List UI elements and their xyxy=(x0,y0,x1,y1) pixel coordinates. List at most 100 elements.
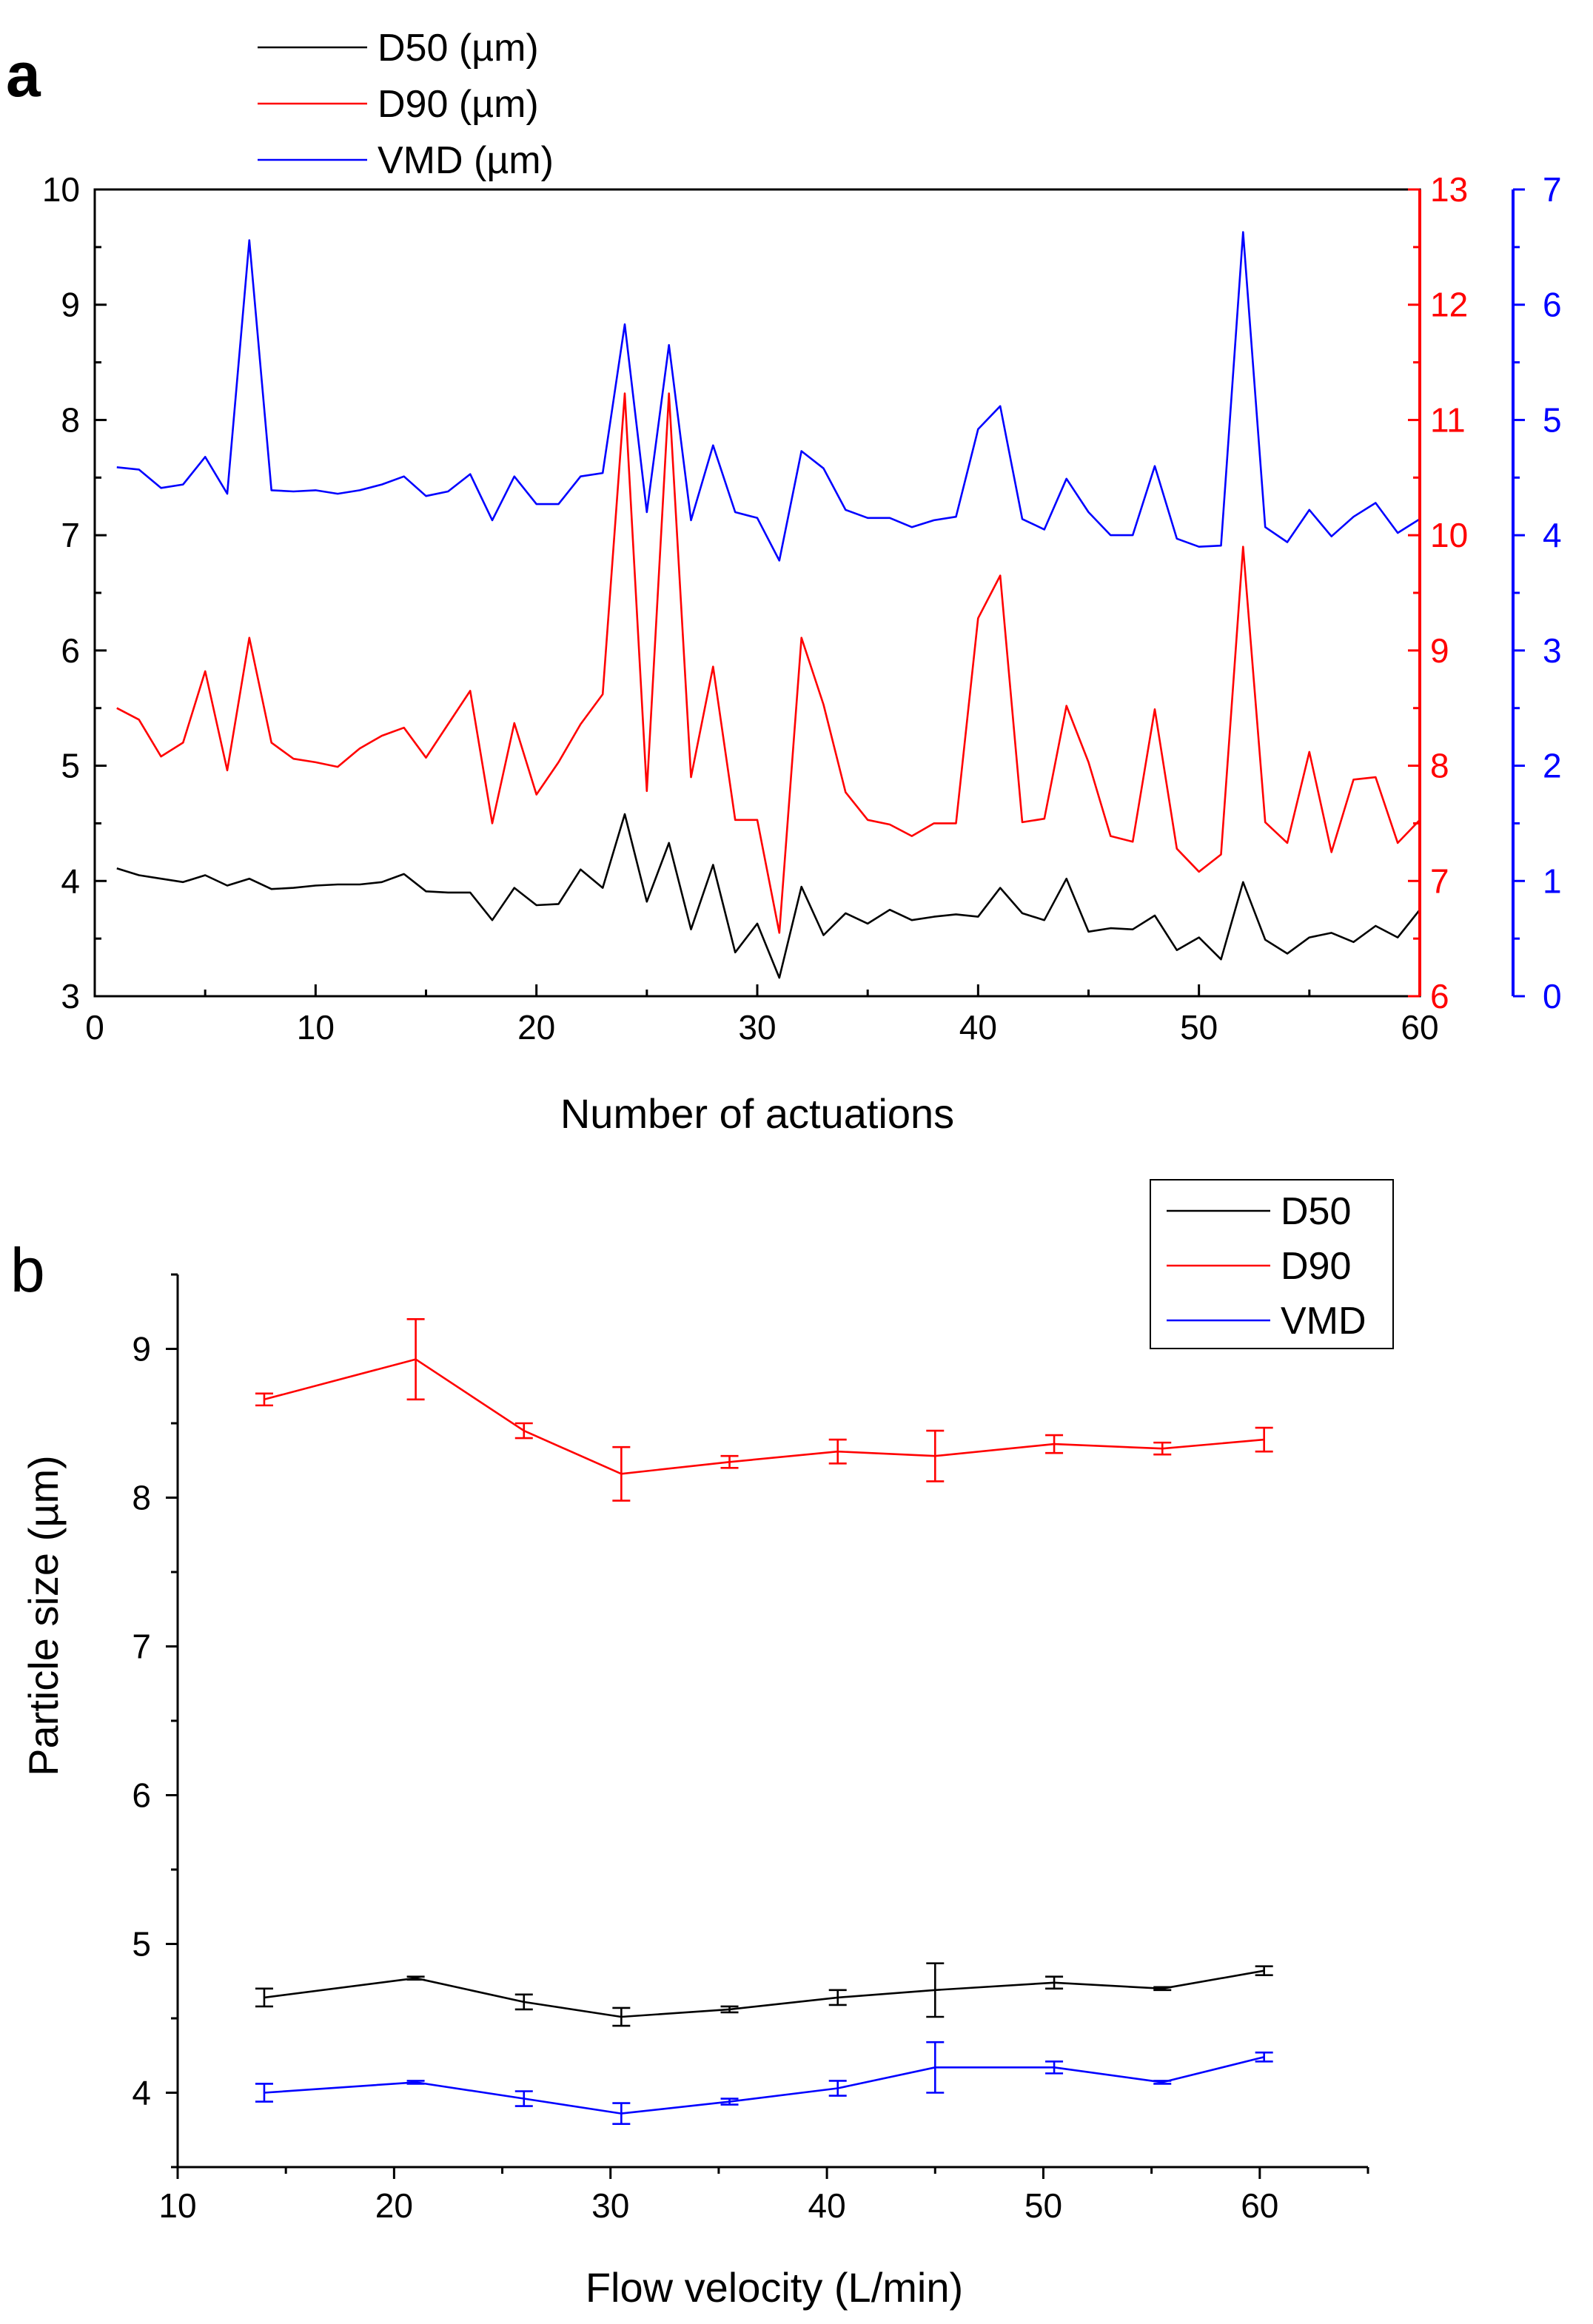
chart-a-x-tick-label: 10 xyxy=(297,1008,335,1047)
chart-b-errorbar-0-5 xyxy=(828,1989,847,2006)
chart-b-errorbar-1-2 xyxy=(514,1422,533,1440)
chart-a-y3-tick-label: 4 xyxy=(1543,516,1562,554)
chart-a-x-axis: 0 10 20 30 40 50 60 xyxy=(85,984,1439,1047)
chart-b-errorbar-1-4 xyxy=(720,1454,739,1469)
chart-a-y1-tick-label: 9 xyxy=(61,286,80,324)
chart-b-series-line-2 xyxy=(264,2056,1265,2115)
chart-b-legend-label-2: VMD xyxy=(1281,1300,1366,1343)
chart-b-y-label: Particle size (µm) xyxy=(20,1455,67,1776)
chart-a-y3-tick-label: 1 xyxy=(1543,862,1562,900)
chart-b-series-line-0 xyxy=(264,1969,1264,2018)
chart-a-legend-label-1: D90 (µm) xyxy=(378,83,539,126)
chart-b-errorbar-1-0 xyxy=(255,1392,273,1407)
chart-b-errorbar-2-5 xyxy=(828,2080,847,2097)
chart-a-series-line-0 xyxy=(116,813,1421,979)
chart-b-errorbar-2-2 xyxy=(514,2090,533,2107)
chart-b-errorbar-2-7 xyxy=(1045,2060,1064,2075)
chart-a-y3-tick-label: 2 xyxy=(1543,747,1562,785)
chart-a-y1-tick-label: 3 xyxy=(61,977,80,1015)
chart-a-y-axis-left: 3 4 5 6 7 8 9 10 xyxy=(42,170,107,1015)
chart-a-y1-tick-label: 10 xyxy=(42,170,80,209)
panel-letter-a: a xyxy=(6,40,41,110)
chart-b-legend: D50 D90 VMD xyxy=(1150,1179,1394,1349)
chart-a-y2-tick-label: 8 xyxy=(1430,747,1449,785)
chart-b-y-tick-label: 8 xyxy=(132,1479,151,1517)
chart-b-y-tick-label: 5 xyxy=(132,1925,151,1964)
chart-b-series xyxy=(255,1318,1273,2126)
chart-b-errorbar-1-5 xyxy=(828,1438,847,1465)
chart-b-errorbar-1-8 xyxy=(1153,1441,1172,1456)
chart-a-y3-tick-label: 6 xyxy=(1543,286,1562,324)
chart-b-legend-label-1: D90 xyxy=(1281,1245,1351,1288)
chart-a-y2-tick-label: 13 xyxy=(1430,170,1468,209)
chart-a-y2-tick-label: 12 xyxy=(1430,286,1468,324)
chart-a-y2-tick-label: 7 xyxy=(1430,862,1449,900)
panel-letter-b: b xyxy=(10,1235,45,1305)
chart-b-errorbar-1-7 xyxy=(1045,1434,1064,1454)
chart-a-y3-tick-label: 3 xyxy=(1543,631,1562,670)
chart-a-legend-label-0: D50 (µm) xyxy=(378,27,539,70)
chart-a-legend: D50 (µm) D90 (µm) VMD (µm) xyxy=(258,27,554,182)
chart-b-errorbar-0-9 xyxy=(1255,1965,1273,1977)
chart-b-errorbar-2-8 xyxy=(1153,2080,1172,2085)
chart-a-y1-tick-label: 5 xyxy=(61,747,80,785)
chart-b-legend-label-0: D50 xyxy=(1281,1190,1351,1233)
chart-a-y2-tick-label: 10 xyxy=(1430,516,1468,554)
chart-b-errorbar-1-1 xyxy=(406,1318,425,1401)
chart-b-errorbar-0-2 xyxy=(514,1993,533,2011)
chart-b-errorbar-1-9 xyxy=(1255,1426,1273,1453)
chart-b-errorbar-0-4 xyxy=(720,2005,739,2014)
chart-b-y-tick-label: 6 xyxy=(132,1776,151,1815)
chart-a-series-lines xyxy=(116,231,1421,979)
chart-a-y3-tick-label: 5 xyxy=(1543,400,1562,439)
chart-a-legend-label-2: VMD (µm) xyxy=(378,139,554,182)
chart-b-errorbar-0-1 xyxy=(406,1975,425,1981)
chart-b-x-tick-label: 30 xyxy=(591,2186,629,2225)
chart-a-x-tick-label: 30 xyxy=(738,1008,776,1047)
chart-a-series-line-2 xyxy=(116,231,1421,562)
chart-a-x-tick-label: 0 xyxy=(85,1008,104,1047)
chart-b-errorbar-0-6 xyxy=(926,1962,945,2018)
chart-a-y2-tick-label: 9 xyxy=(1430,631,1449,670)
chart-b-y-tick-label: 7 xyxy=(132,1628,151,1666)
chart-b-x-tick-label: 20 xyxy=(375,2186,413,2225)
chart-b-x-tick-label: 40 xyxy=(808,2186,846,2225)
chart-b-series-line-1 xyxy=(264,1358,1264,1475)
chart-a-y1-tick-label: 4 xyxy=(61,862,80,900)
chart-a-series-line-1 xyxy=(116,392,1421,934)
chart-a-x-label: Number of actuations xyxy=(560,1090,954,1137)
chart-a-x-tick-label: 20 xyxy=(517,1008,555,1047)
chart-a-x-tick-label: 50 xyxy=(1180,1008,1218,1047)
chart-b-x-tick-label: 60 xyxy=(1241,2186,1278,2225)
chart-a-y-axis-right-red: 6 7 8 9 10 11 12 13 xyxy=(1408,170,1468,1015)
chart-b-y-tick-label: 4 xyxy=(132,2074,151,2112)
chart-b-errorbar-2-1 xyxy=(406,2080,425,2085)
chart-b-x-label: Flow velocity (L/min) xyxy=(586,2264,963,2311)
chart-b-y-tick-label: 9 xyxy=(132,1330,151,1368)
chart-a-y2-tick-label: 11 xyxy=(1430,400,1466,439)
chart-b-errorbar-2-3 xyxy=(612,2102,631,2126)
chart-b-errorbar-0-8 xyxy=(1153,1986,1172,1992)
chart-a: D50 (µm)D90 (µm)VMD (µm) 0 10 20 30 40 50 60 3… xyxy=(42,27,1562,1137)
chart-b-errorbar-0-0 xyxy=(255,1987,273,2008)
chart-b-errorbar-0-3 xyxy=(612,2006,631,2027)
chart-a-y1-tick-label: 6 xyxy=(61,631,80,670)
chart-b-errorbar-0-7 xyxy=(1045,1975,1064,1990)
chart-b-x-tick-label: 10 xyxy=(158,2186,196,2225)
chart-a-y2-tick-label: 6 xyxy=(1430,977,1449,1015)
chart-b-errorbar-2-4 xyxy=(720,2098,739,2106)
chart-b-errorbar-2-0 xyxy=(255,2083,273,2103)
chart-b-errorbar-2-9 xyxy=(1255,2051,1273,2063)
chart-b: 10 20 30 40 50 60 4 5 6 7 8 9 D50 D90 VMD Flow veloci… xyxy=(20,1179,1394,2311)
chart-b-errorbar-2-6 xyxy=(926,2041,945,2094)
chart-a-y3-tick-label: 0 xyxy=(1543,977,1562,1015)
chart-b-errorbar-1-3 xyxy=(612,1445,631,1502)
chart-b-errorbar-1-6 xyxy=(926,1429,945,1482)
chart-b-x-tick-label: 50 xyxy=(1024,2186,1062,2225)
chart-a-x-tick-label: 40 xyxy=(959,1008,997,1047)
chart-a-y3-tick-label: 7 xyxy=(1543,170,1562,209)
chart-a-x-tick-label: 60 xyxy=(1401,1008,1438,1047)
chart-a-y1-tick-label: 7 xyxy=(61,516,80,554)
chart-b-axes: 10 20 30 40 50 60 4 5 6 7 8 9 xyxy=(132,1273,1369,2225)
